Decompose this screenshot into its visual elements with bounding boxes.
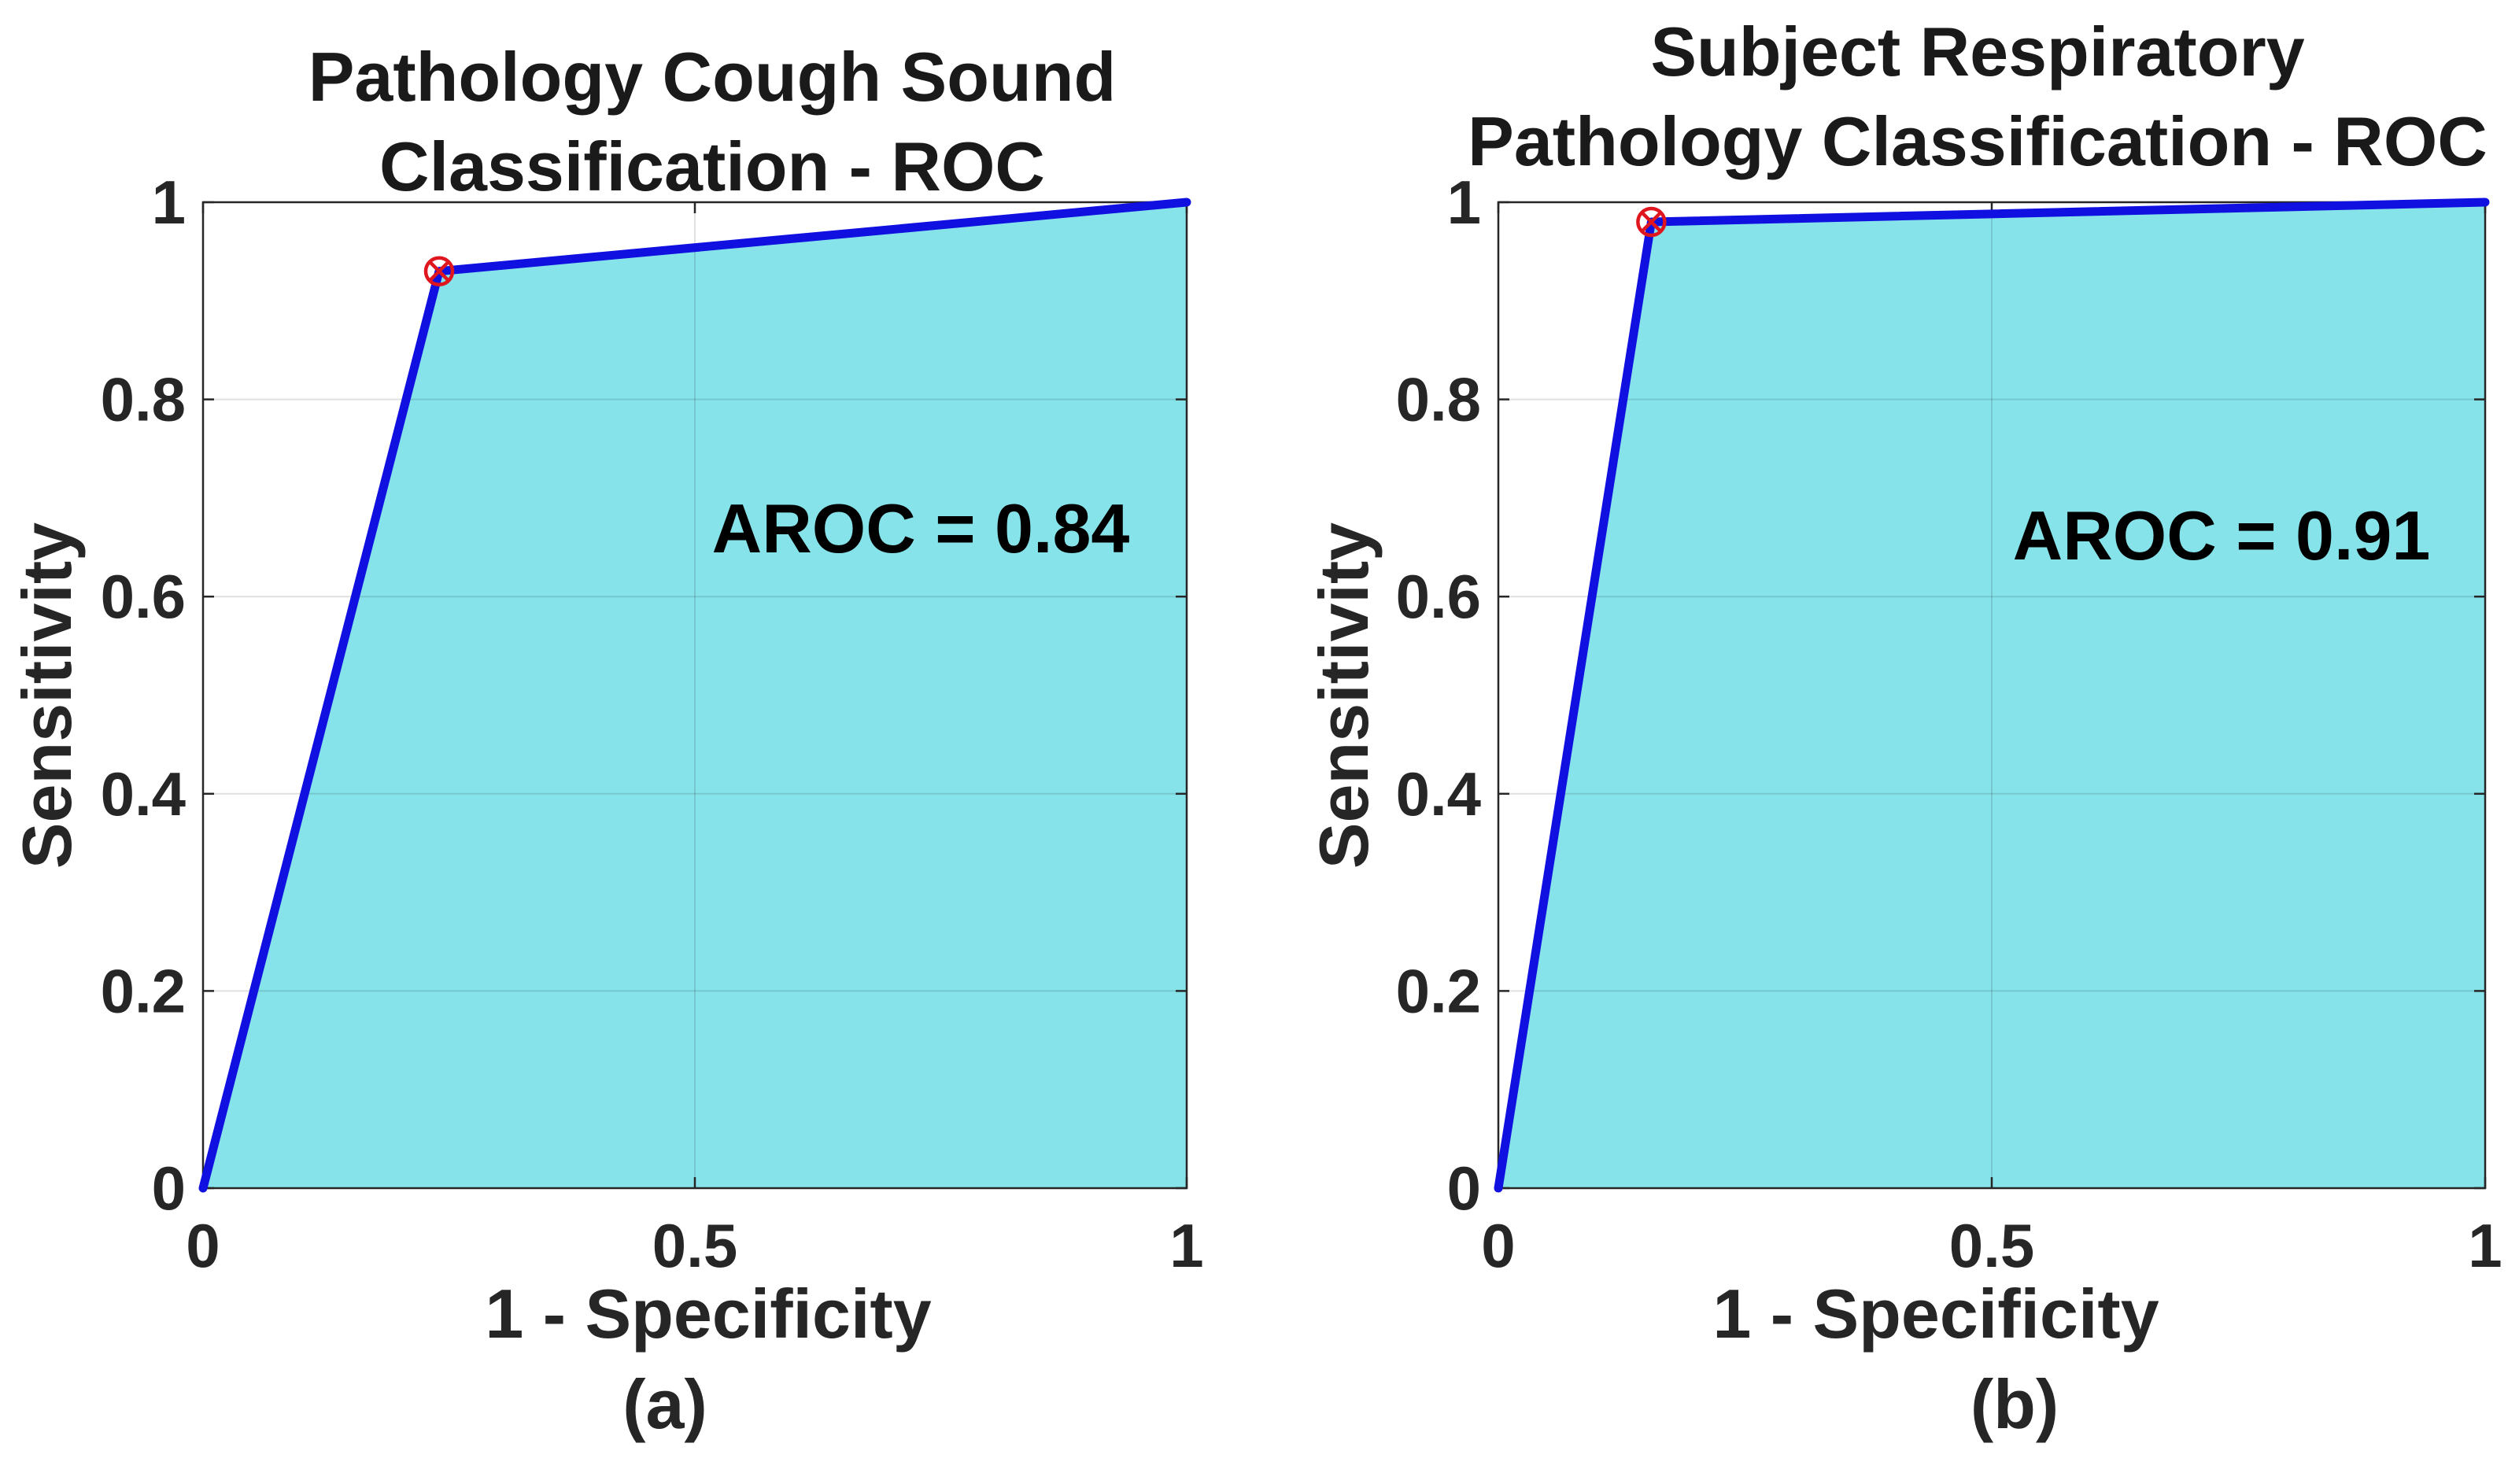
y-tick-label: 0 — [152, 1154, 186, 1223]
panel-label: (b) — [1971, 1365, 2059, 1443]
marker-cross — [1640, 211, 1662, 233]
x-axis-label: 1 - Specificity — [1712, 1275, 2159, 1353]
marker-circle — [1636, 206, 1667, 238]
y-tick-label: 0.8 — [101, 365, 186, 434]
panel-a: 0 0.5 1 0 0.2 0.4 0.6 0.8 1 Pathology Cough Sound… — [8, 38, 1204, 1443]
chart-title-line: Pathology Cough Sound — [308, 38, 1117, 116]
y-axis-label: Sensitivity — [1305, 522, 1383, 869]
marker-circle — [423, 256, 455, 286]
y-tick-label: 1 — [152, 168, 186, 237]
x-tick-label: 0.5 — [652, 1211, 737, 1280]
auc-area — [203, 202, 1187, 1188]
operating-point-marker — [1636, 206, 1667, 238]
y-tick-label: 0 — [1447, 1154, 1481, 1223]
y-tick-label: 0.6 — [1396, 562, 1481, 631]
panel-label: (a) — [622, 1365, 707, 1443]
chart-title-line: Classification - ROC — [379, 127, 1045, 205]
operating-point-marker — [423, 256, 455, 286]
x-tick-label: 0.5 — [1949, 1211, 2034, 1280]
marker-cross — [428, 260, 450, 282]
x-axis-label: 1 - Specificity — [485, 1275, 931, 1353]
auc-area — [1498, 202, 2485, 1188]
x-tick-label: 1 — [1169, 1211, 1203, 1280]
x-tick-label: 1 — [2468, 1211, 2502, 1280]
chart-title-line: Pathology Classification - ROC — [1468, 102, 2488, 180]
aroc-annotation: AROC = 0.91 — [2013, 497, 2431, 574]
y-tick-label: 0.6 — [101, 562, 186, 631]
y-axis-label: Sensitivity — [8, 522, 86, 869]
x-tick-label: 0 — [186, 1211, 220, 1280]
aroc-annotation: AROC = 0.84 — [712, 489, 1130, 567]
y-tick-label: 0.4 — [1396, 759, 1481, 829]
y-tick-label: 0.8 — [1396, 365, 1481, 434]
y-tick-label: 1 — [1447, 168, 1481, 237]
x-tick-label: 0 — [1481, 1211, 1515, 1280]
y-tick-label: 0.2 — [1396, 956, 1481, 1025]
panel-b: 0 0.5 1 0 0.2 0.4 0.6 0.8 1 Subject Respiratory Pa… — [1305, 13, 2502, 1443]
chart-title-line: Subject Respiratory — [1650, 13, 2304, 90]
y-tick-label: 0.2 — [101, 956, 186, 1025]
y-tick-label: 0.4 — [101, 759, 186, 829]
